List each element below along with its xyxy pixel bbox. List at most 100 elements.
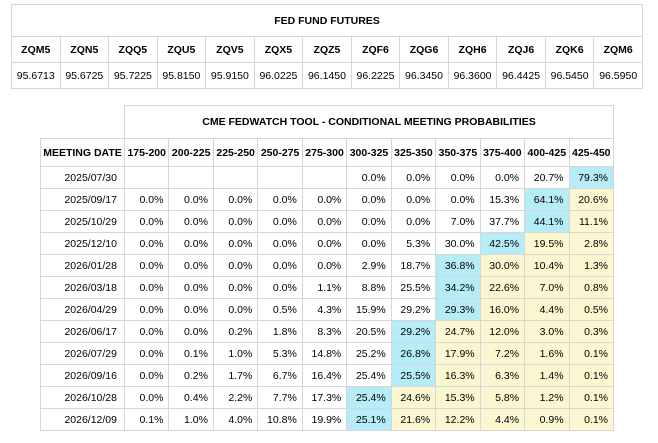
probability-cell: 15.3% (479, 188, 526, 211)
meeting-row: 2026/03/18 0.0% 0.0% 0.0% 0.0% 1.1% 8.8% 25.5% 3… (40, 276, 615, 299)
rate-range-header: 325-350 (390, 138, 437, 167)
meeting-date: 2026/09/16 (40, 364, 125, 387)
probability-cell: 0.0% (346, 188, 392, 211)
probability-cell: 0.0% (435, 188, 481, 211)
probability-cell: 0.0% (435, 166, 481, 189)
probability-cell: 42.5% (479, 232, 526, 255)
probability-cell: 16.0% (479, 298, 526, 321)
probability-cell: 24.6% (390, 386, 437, 409)
probability-cell: 0.0% (123, 298, 170, 321)
probability-cell: 0.0% (257, 276, 303, 299)
probability-cell: 0.0% (168, 232, 214, 255)
probability-cell: 29.2% (390, 320, 437, 343)
meeting-date: 2026/12/09 (40, 408, 125, 431)
rate-range-header: 400-425 (524, 138, 570, 167)
probability-cell: 0.0% (301, 254, 348, 277)
futures-code: ZQQ5 (108, 36, 158, 63)
probability-cell: 0.1% (568, 364, 615, 387)
meeting-row: 2026/04/29 0.0% 0.0% 0.0% 0.5% 4.3% 15.9% 29.2%… (40, 298, 615, 321)
probability-cell: 4.4% (479, 408, 526, 431)
probability-cell: 0.0% (168, 320, 214, 343)
probability-cell: 0.2% (212, 320, 259, 343)
probability-cell: 5.3% (390, 232, 437, 255)
probability-cell: 0.0% (257, 210, 303, 233)
probability-cell: 44.1% (524, 210, 570, 233)
futures-code: ZQK6 (544, 36, 595, 63)
probability-cell: 0.1% (568, 342, 615, 365)
fed-fund-futures-table: FED FUND FUTURES ZQM5 ZQN5 ZQQ5 ZQU5 ZQV5 ZQX… (11, 4, 643, 89)
probability-cell: 1.8% (257, 320, 303, 343)
probability-cell: 8.8% (346, 276, 392, 299)
probability-cell: 25.5% (390, 364, 437, 387)
probability-cell: 0.0% (479, 166, 526, 189)
probability-cell (212, 166, 259, 189)
probability-cell: 30.0% (435, 232, 481, 255)
probability-cell: 6.7% (257, 364, 303, 387)
probability-cell: 0.0% (301, 210, 348, 233)
futures-prices-row: 95.6713 95.6725 95.7225 95.8150 95.9150 96.02… (11, 62, 643, 89)
probability-cell: 0.0% (168, 276, 214, 299)
probability-cell: 2.8% (568, 232, 615, 255)
futures-price: 96.5450 (544, 62, 595, 89)
rate-range-header: 250-275 (257, 138, 303, 167)
probability-cell: 4.0% (212, 408, 259, 431)
probability-cell: 0.0% (168, 210, 214, 233)
probability-cell: 1.3% (568, 254, 615, 277)
probability-cell: 2.2% (212, 386, 259, 409)
probability-cell: 0.0% (123, 386, 170, 409)
meeting-date: 2026/03/18 (40, 276, 125, 299)
probability-cell: 4.4% (524, 298, 570, 321)
futures-code: ZQZ5 (302, 36, 352, 63)
probability-cell: 15.3% (435, 386, 481, 409)
probability-cell: 0.0% (301, 232, 348, 255)
probabilities-title: CME FEDWATCH TOOL - CONDITIONAL MEETING … (124, 105, 614, 139)
probability-cell: 29.3% (435, 298, 481, 321)
probability-cell (301, 166, 348, 189)
rate-range-header: 425-450 (568, 138, 615, 167)
rate-range-header: 175-200 (123, 138, 170, 167)
meeting-row: 2025/10/29 0.0% 0.0% 0.0% 0.0% 0.0% 0.0% 0.0% 7.… (40, 210, 615, 233)
meeting-row: 2026/09/16 0.0% 0.2% 1.7% 6.7% 16.4% 25.4% 25.5… (40, 364, 615, 387)
probability-cell: 0.0% (212, 188, 259, 211)
meeting-row: 2026/10/28 0.0% 0.4% 2.2% 7.7% 17.3% 25.4% 24.6… (40, 386, 615, 409)
probability-cell: 7.0% (435, 210, 481, 233)
probability-cell: 29.2% (390, 298, 437, 321)
probability-cell: 25.2% (346, 342, 392, 365)
probability-cell: 0.0% (168, 298, 214, 321)
probability-cell: 64.1% (524, 188, 570, 211)
probability-cell: 8.3% (301, 320, 348, 343)
probability-cell: 34.2% (435, 276, 481, 299)
probability-cell: 7.7% (257, 386, 303, 409)
probability-cell: 0.0% (168, 188, 214, 211)
probability-cell: 0.0% (168, 254, 214, 277)
probability-cell (257, 166, 303, 189)
probability-cell: 0.0% (123, 320, 170, 343)
probability-cell: 0.0% (257, 254, 303, 277)
probability-cell: 0.0% (346, 232, 392, 255)
probability-cell: 0.0% (123, 232, 170, 255)
probability-cell: 0.1% (568, 386, 615, 409)
probability-cell (123, 166, 170, 189)
probability-cell: 0.0% (390, 188, 437, 211)
probability-cell: 24.7% (435, 320, 481, 343)
rate-range-header: 200-225 (168, 138, 214, 167)
probability-cell: 0.0% (212, 232, 259, 255)
meeting-date: 2026/06/17 (40, 320, 125, 343)
probability-cell: 0.0% (123, 364, 170, 387)
futures-codes-row: ZQM5 ZQN5 ZQQ5 ZQU5 ZQV5 ZQX5 ZQZ5 ZQF6 ZQG6 ZQH6… (11, 36, 643, 63)
probability-cell: 20.7% (524, 166, 570, 189)
probability-cell: 1.1% (301, 276, 348, 299)
probability-cell: 0.0% (212, 298, 259, 321)
rate-range-header: 375-400 (479, 138, 526, 167)
futures-code: ZQX5 (253, 36, 304, 63)
meeting-row: 2025/12/10 0.0% 0.0% 0.0% 0.0% 0.0% 0.0% 5.3% 30… (40, 232, 615, 255)
probability-cell: 0.0% (123, 188, 170, 211)
meeting-date: 2025/07/30 (40, 166, 125, 189)
probability-cell: 6.3% (479, 364, 526, 387)
futures-code: ZQU5 (156, 36, 207, 63)
probability-cell: 30.0% (479, 254, 526, 277)
probability-cell: 0.5% (568, 298, 615, 321)
futures-price: 96.4425 (496, 62, 546, 89)
meeting-date: 2026/01/28 (40, 254, 125, 277)
probability-cell: 25.4% (346, 386, 392, 409)
